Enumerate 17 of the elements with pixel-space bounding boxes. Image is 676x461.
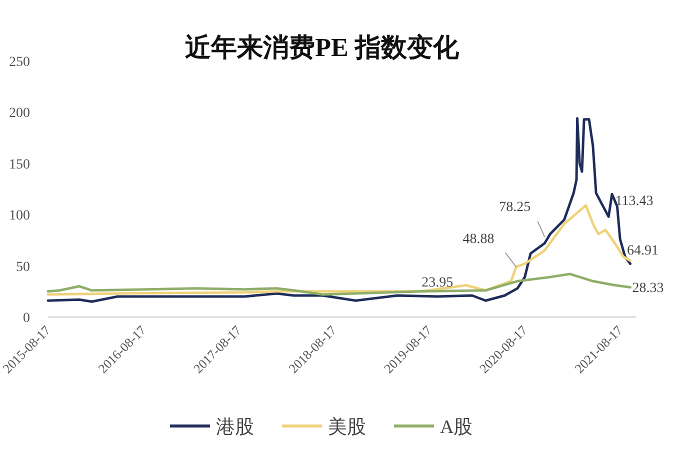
annotation: 78.25 <box>499 200 531 215</box>
line-series <box>46 272 632 296</box>
annotation: 28.33 <box>632 280 664 296</box>
annotation: 23.95 <box>422 275 454 290</box>
legend-label: 港股 <box>216 417 254 438</box>
annotation: 48.88 <box>462 232 494 247</box>
legend-label: A股 <box>440 417 473 438</box>
y-tick-label: 150 <box>9 157 30 172</box>
annotation: 64.91 <box>627 244 659 259</box>
y-tick-label: 50 <box>16 260 30 275</box>
y-tick-label: 0 <box>23 311 30 326</box>
annotation: 113.43 <box>615 194 654 209</box>
y-tick-label: 250 <box>9 55 30 70</box>
y-tick-label: 200 <box>9 106 30 122</box>
y-tick-label: 100 <box>9 208 30 224</box>
chart-title: 近年来消费PE 指数变化 <box>185 33 460 62</box>
legend-label: 美股 <box>328 416 366 438</box>
